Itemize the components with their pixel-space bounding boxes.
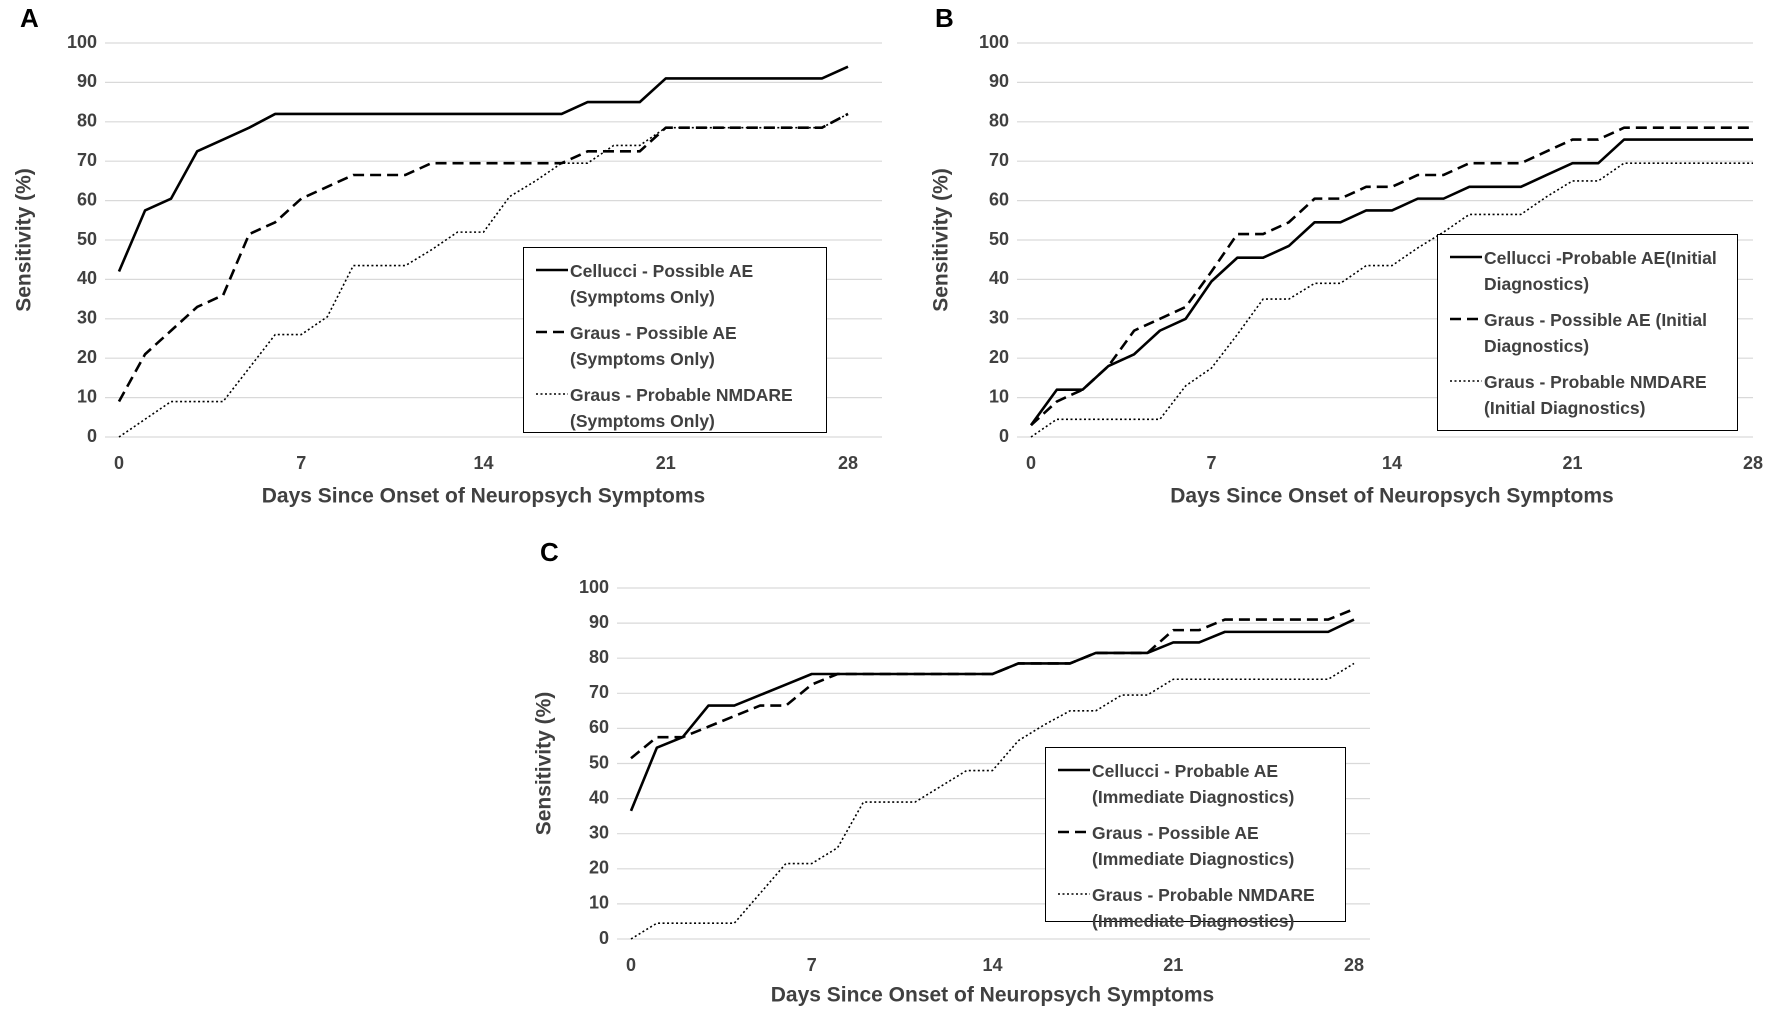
legend-swatch	[1058, 893, 1090, 895]
x-tick-label: 7	[1206, 453, 1216, 473]
x-tick-label: 28	[1344, 955, 1364, 975]
y-tick-label: 50	[989, 229, 1009, 249]
x-tick-label: 0	[626, 955, 636, 975]
legend-label: Cellucci - Probable AE (Immediate Diagno…	[1092, 761, 1295, 807]
y-tick-label: 70	[989, 150, 1009, 170]
y-tick-label: 0	[599, 928, 609, 948]
legend-entry: Graus - Probable NMDARE (Symptoms Only)	[534, 382, 818, 434]
legend: Cellucci - Probable AE (Immediate Diagno…	[1045, 747, 1346, 931]
y-tick-label: 10	[989, 386, 1009, 406]
y-tick-label: 100	[979, 32, 1009, 52]
y-tick-label: 90	[989, 71, 1009, 91]
line	[118, 113, 849, 438]
legend: Cellucci - Possible AE (Symptoms Only) Gr…	[523, 247, 827, 433]
legend-label: Graus - Possible AE (Symptoms Only)	[570, 323, 737, 369]
legend-label: Graus - Probable NMDARE (Initial Diagnos…	[1484, 372, 1707, 418]
x-tick-label: 28	[1743, 453, 1763, 473]
y-tick-label: 80	[77, 111, 97, 131]
x-tick-label: 14	[1382, 453, 1402, 473]
y-tick-label: 40	[77, 268, 97, 288]
y-tick-label: 80	[589, 647, 609, 667]
y-tick-label: 20	[589, 858, 609, 878]
legend-entry: Graus - Probable NMDARE (Immediate Diagn…	[1056, 882, 1337, 934]
y-tick-label: 100	[67, 32, 97, 52]
y-tick-label: 100	[579, 577, 609, 597]
y-axis-title: Sensitivity (%)	[13, 168, 36, 312]
y-tick-label: 0	[999, 426, 1009, 446]
x-tick-label: 21	[656, 453, 676, 473]
legend-swatch	[1058, 768, 1090, 772]
x-axis-title: Days Since Onset of Neuropsych Symptoms	[1170, 485, 1613, 508]
legend-label: Graus - Possible AE (Immediate Diagnosti…	[1092, 823, 1295, 869]
x-axis-title: Days Since Onset of Neuropsych Symptoms	[262, 485, 705, 508]
y-tick-label: 30	[989, 308, 1009, 328]
x-axis-title: Days Since Onset of Neuropsych Symptoms	[771, 984, 1214, 1007]
legend-swatch	[536, 330, 568, 334]
panel-label: B	[935, 3, 954, 33]
y-tick-label: 40	[989, 268, 1009, 288]
x-tick-label: 28	[838, 453, 858, 473]
legend-label: Graus - Probable NMDARE (Immediate Diagn…	[1092, 885, 1315, 931]
y-tick-label: 30	[77, 308, 97, 328]
y-tick-label: 40	[589, 787, 609, 807]
y-tick-label: 60	[989, 189, 1009, 209]
x-tick-label: 21	[1562, 453, 1582, 473]
legend-entry: Cellucci - Probable AE (Immediate Diagno…	[1056, 758, 1337, 810]
legend-swatch	[536, 268, 568, 272]
y-tick-label: 20	[77, 347, 97, 367]
y-tick-label: 0	[87, 426, 97, 446]
y-tick-label: 90	[77, 71, 97, 91]
x-tick-label: 21	[1163, 955, 1183, 975]
line	[1030, 126, 1753, 427]
legend-entry: Graus - Possible AE (Symptoms Only)	[534, 320, 818, 372]
x-tick-label: 0	[1026, 453, 1036, 473]
legend-swatch	[536, 393, 568, 395]
legend-label: Cellucci -Probable AE(Initial Diagnostic…	[1484, 248, 1717, 294]
line	[630, 607, 1355, 760]
y-tick-label: 10	[589, 893, 609, 913]
y-tick-label: 50	[589, 752, 609, 772]
y-tick-label: 60	[589, 717, 609, 737]
y-tick-label: 70	[77, 150, 97, 170]
legend-swatch	[1058, 830, 1090, 834]
line	[630, 662, 1355, 940]
legend-swatch	[1450, 317, 1482, 321]
x-tick-label: 0	[114, 453, 124, 473]
line	[1029, 138, 1753, 426]
panel-label: A	[20, 3, 39, 33]
legend-entry: Graus - Possible AE (Immediate Diagnosti…	[1056, 820, 1337, 872]
y-tick-label: 80	[989, 111, 1009, 131]
legend-label: Graus - Probable NMDARE (Symptoms Only)	[570, 385, 793, 431]
legend-entry: Graus - Possible AE (Initial Diagnostics…	[1448, 307, 1729, 359]
x-tick-label: 7	[807, 955, 817, 975]
y-tick-label: 50	[77, 229, 97, 249]
legend-label: Cellucci - Possible AE (Symptoms Only)	[570, 261, 754, 307]
x-tick-label: 7	[296, 453, 306, 473]
y-axis-title: Sensitivity (%)	[533, 692, 556, 836]
y-tick-label: 10	[77, 386, 97, 406]
x-tick-label: 14	[473, 453, 493, 473]
legend-swatch	[1450, 255, 1482, 259]
legend-entry: Graus - Probable NMDARE (Initial Diagnos…	[1448, 369, 1729, 421]
line	[117, 112, 849, 403]
y-tick-label: 90	[589, 612, 609, 632]
panel-label: C	[540, 537, 559, 567]
line	[1030, 162, 1753, 438]
y-tick-label: 60	[77, 189, 97, 209]
legend-swatch	[1450, 380, 1482, 382]
x-tick-label: 14	[982, 955, 1002, 975]
y-tick-label: 30	[589, 822, 609, 842]
y-tick-label: 70	[589, 682, 609, 702]
legend: Cellucci -Probable AE(Initial Diagnostic…	[1437, 234, 1738, 431]
line	[117, 65, 849, 273]
legend-label: Graus - Possible AE (Initial Diagnostics…	[1484, 310, 1708, 356]
y-tick-label: 20	[989, 347, 1009, 367]
legend-entry: Cellucci -Probable AE(Initial Diagnostic…	[1448, 245, 1729, 297]
legend-entry: Cellucci - Possible AE (Symptoms Only)	[534, 258, 818, 310]
y-axis-title: Sensitivity (%)	[930, 168, 953, 312]
